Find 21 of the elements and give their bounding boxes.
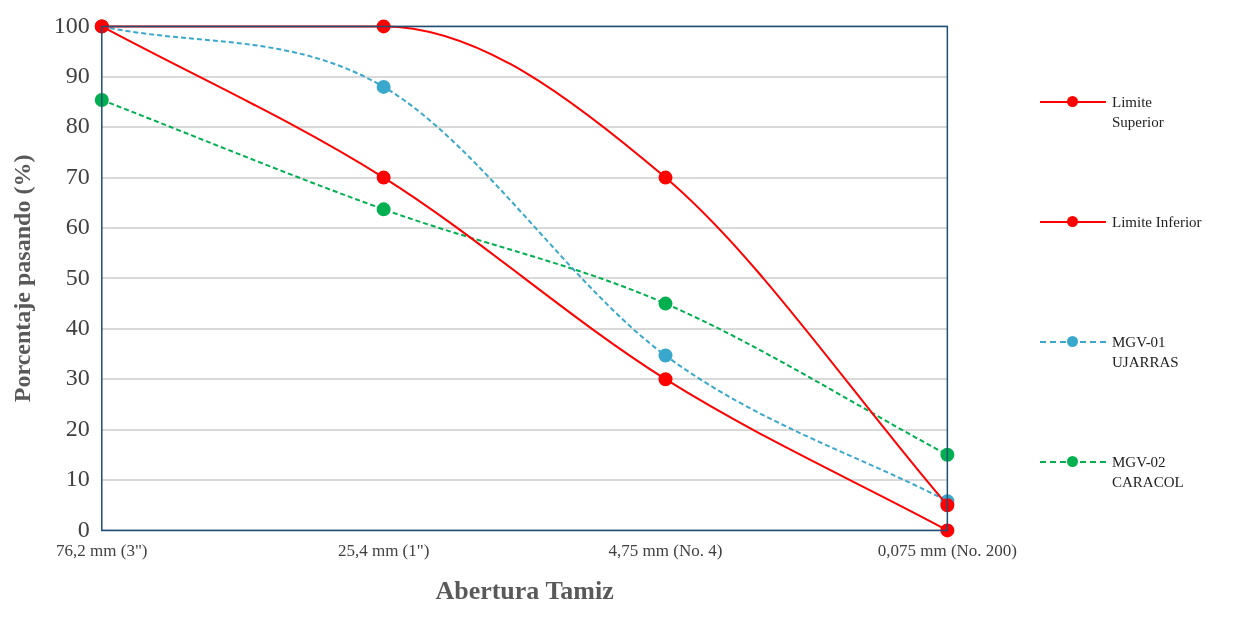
legend-label: Limite Superior	[1112, 93, 1165, 132]
x-axis-title: Abertura Tamiz	[435, 576, 614, 606]
y-tick-label: 70	[65, 162, 90, 189]
legend-label: MGV-01 UJARRAS	[1112, 333, 1180, 372]
y-tick-label: 100	[53, 11, 90, 38]
x-tick-label: 25,4 mm (1")	[337, 541, 430, 561]
y-tick-label: 30	[65, 364, 90, 391]
y-tick-label: 10	[65, 465, 90, 492]
y-tick-label: 20	[65, 414, 90, 441]
y-tick-label: 50	[65, 263, 90, 290]
y-tick-label: 60	[65, 213, 90, 240]
legend-label: Limite Inferior	[1112, 213, 1202, 232]
y-tick-label: 80	[65, 112, 90, 139]
legend-label: MGV-02 CARACOL	[1112, 453, 1185, 492]
y-tick-label: 0	[77, 515, 90, 542]
y-tick-label: 40	[65, 314, 90, 341]
y-tick-label: 90	[65, 62, 90, 89]
y-axis-title: Porcentaje pasando (%)	[8, 154, 35, 403]
x-tick-label: 4,75 mm (No. 4)	[608, 541, 723, 561]
x-tick-label: 0,075 mm (No. 200)	[877, 541, 1017, 561]
x-tick-label: 76,2 mm (3")	[56, 541, 148, 561]
